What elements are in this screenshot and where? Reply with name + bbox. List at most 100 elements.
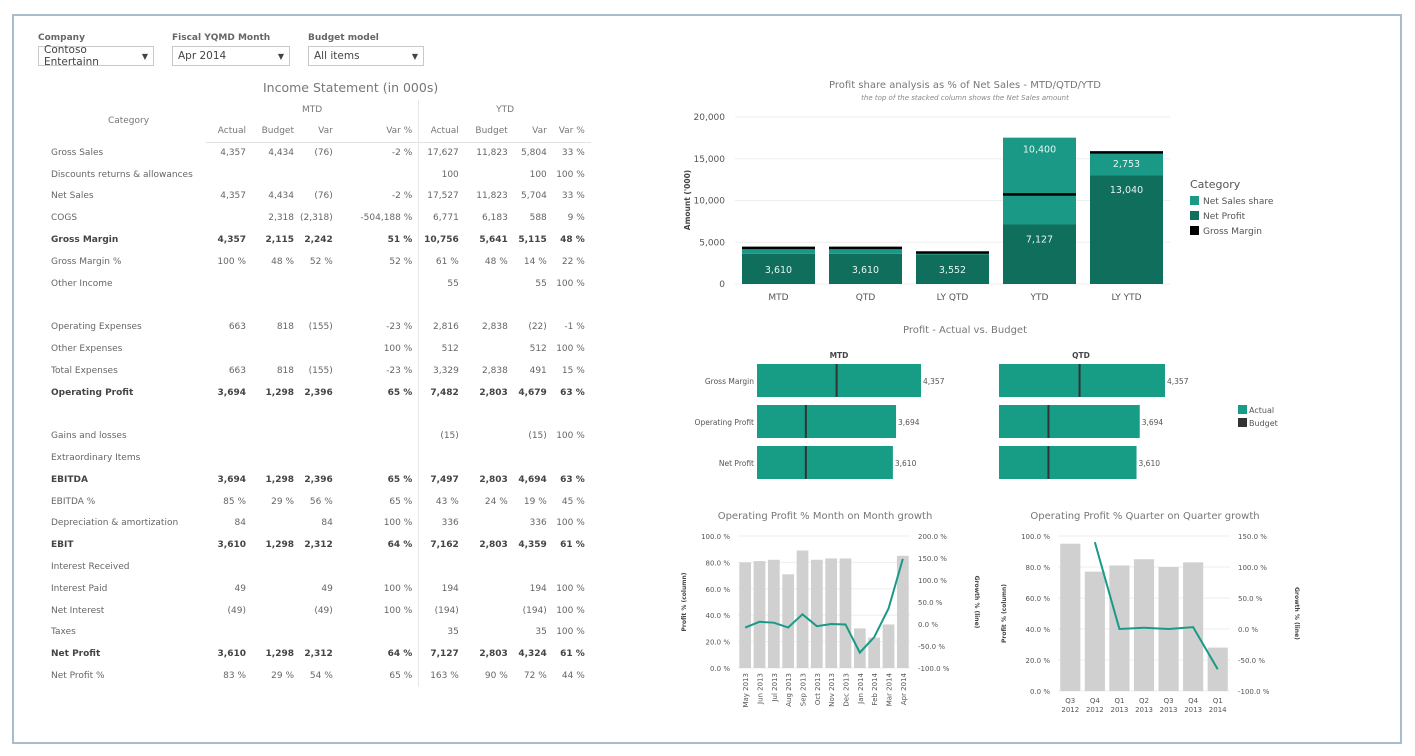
ytd-budget-cell [465, 273, 514, 295]
ytd-varpct-cell: 61 % [560, 540, 585, 551]
ytd-actual-cell: 61 % [418, 250, 465, 273]
mtd-budget-cell: 2,318 [268, 213, 294, 224]
ytd-budget-cell: 2,803 [479, 474, 508, 485]
chevron-down-icon: ▼ [141, 51, 148, 61]
row-label: Net Sales [51, 191, 94, 202]
mtd-var-cell: 2,312 [304, 540, 333, 551]
mtd-varpct-cell: -2 % [391, 148, 413, 159]
ytd-actual-cell: 7,482 [418, 381, 465, 404]
table-row: EBITDA % 85 % 29 % 56 % 65 % 43 % 24 % 19 % 45 % [46, 490, 591, 513]
x-tick-label: YTD [1030, 293, 1049, 303]
x-tick-label: Q2 [1139, 697, 1149, 705]
ytd-budget-cell [465, 622, 514, 644]
mtd-var-cell: (49) [314, 605, 333, 616]
ytd-actual-cell: 35 [418, 621, 465, 644]
budget-model-dropdown[interactable]: All items ▼ [308, 46, 424, 66]
mtd-budget-cell [252, 513, 300, 535]
mtd-budget-cell [252, 295, 300, 317]
mtd-varpct-cell: -2 % [391, 191, 413, 202]
row-label: Gross Margin % [51, 256, 122, 267]
table-row [46, 403, 591, 426]
bar-budget-marker [835, 364, 838, 397]
ytd-varpct-cell: 100 % [556, 344, 585, 355]
mtd-actual-cell: (49) [227, 605, 246, 616]
mtd-actual-cell [206, 273, 252, 295]
bar-net-sales-share [1003, 137, 1076, 225]
y2-tick-label: 50.0 % [1238, 595, 1263, 603]
col-header-mtd-varpct: Var % [338, 120, 419, 143]
mtd-varpct-cell: -504,188 % [360, 213, 413, 224]
ytd-var-cell: (22) [528, 322, 547, 333]
row-label: EBITDA [51, 474, 88, 485]
data-label: 4,357 [923, 377, 945, 386]
ytd-actual-cell [418, 447, 465, 469]
mtd-var-cell: (2,318) [300, 213, 333, 224]
mtd-var-cell: 2,396 [304, 387, 333, 398]
y-tick-label: 40.0 % [706, 612, 731, 620]
row-label [46, 404, 206, 426]
ytd-var-cell: 100 [529, 169, 547, 180]
table-row: Gains and losses (15) (15) 100 % [46, 425, 591, 448]
y2-tick-label: 200.0 % [918, 533, 947, 541]
mtd-actual-cell: 663 [228, 365, 246, 376]
ytd-budget-cell: 11,823 [476, 191, 508, 202]
data-label-net-profit: 3,610 [765, 265, 792, 276]
bar-budget-marker [1078, 364, 1081, 397]
company-dropdown[interactable]: Contoso Entertainn ▼ [38, 44, 154, 68]
bar-net-sales-share [829, 247, 902, 254]
ytd-budget-cell [465, 425, 514, 447]
ytd-var-cell: (15) [528, 431, 547, 442]
ytd-actual-cell: 17,527 [418, 185, 465, 208]
mtd-budget-cell: 4,434 [268, 191, 294, 202]
legend-label: Gross Margin [1203, 227, 1262, 237]
mtd-budget-cell: 1,298 [265, 474, 294, 485]
table-row: EBITDA 3,694 1,298 2,396 65 % 7,497 2,803 4,694… [46, 468, 591, 491]
group-header-mtd: MTD [302, 105, 323, 115]
income-statement-title: Income Statement (in 000s) [263, 80, 439, 95]
filter-bar: Company Contoso Entertainn ▼ Fiscal YQMD… [38, 33, 424, 68]
profit-share-subtitle: the top of the stacked column shows the … [861, 94, 1069, 102]
mtd-budget-cell: 4,434 [268, 148, 294, 159]
ytd-budget-cell: 2,838 [482, 322, 508, 333]
row-label: Net Profit [51, 649, 101, 660]
ytd-actual-cell: 194 [418, 577, 465, 600]
row-label: Gross Sales [51, 147, 104, 158]
x-tick-label: Nov 2013 [828, 673, 836, 707]
mtd-actual-cell: 84 [234, 518, 246, 529]
ytd-actual-cell [418, 403, 465, 426]
ytd-actual-cell: 10,756 [418, 229, 465, 251]
ytd-var-cell: 491 [529, 365, 547, 376]
mtd-budget-cell [252, 578, 300, 600]
y-axis-label: Profit % (column) [1001, 584, 1008, 643]
y-axis-label: Profit % (column) [681, 572, 688, 631]
y-tick-label: 60.0 % [706, 586, 731, 594]
y2-tick-label: 0.0 % [918, 621, 938, 629]
row-label: Interest Received [51, 562, 130, 573]
mtd-actual-cell [206, 164, 252, 186]
data-label-net-profit: 3,610 [852, 265, 879, 276]
mtd-actual-cell [206, 295, 252, 317]
fiscal-month-dropdown[interactable]: Apr 2014 ▼ [172, 46, 290, 66]
category-label: Operating Profit [695, 418, 755, 427]
x-tick-label: Q4 [1188, 697, 1199, 705]
bar-budget-marker [1047, 446, 1050, 479]
mtd-budget-cell [252, 404, 300, 426]
mtd-actual-cell [206, 207, 252, 229]
bar-gross-margin-marker [1090, 151, 1163, 154]
x-tick-label: 2013 [1160, 706, 1178, 714]
mtd-varpct-cell: 51 % [387, 235, 413, 246]
table-row [46, 294, 591, 317]
bar-net-profit [1003, 224, 1076, 284]
x-tick-label: QTD [856, 293, 876, 303]
table-row: Net Profit 3,610 1,298 2,312 64 % 7,127 2,803 4… [46, 643, 591, 666]
x-tick-label: 2014 [1209, 706, 1227, 714]
ytd-actual-cell: 55 [418, 272, 465, 295]
x-tick-label: Q3 [1164, 697, 1174, 705]
y-tick-label: 0.0 % [710, 665, 730, 673]
mtd-var-cell: 84 [321, 518, 333, 529]
mtd-varpct-cell: 100 % [383, 518, 413, 529]
x-tick-label: Q1 [1213, 697, 1223, 705]
bar-actual [999, 446, 1137, 479]
legend-swatch [1190, 196, 1199, 205]
table-row: Net Profit % 83 % 29 % 54 % 65 % 163 % 90 % 72 … [46, 665, 591, 687]
